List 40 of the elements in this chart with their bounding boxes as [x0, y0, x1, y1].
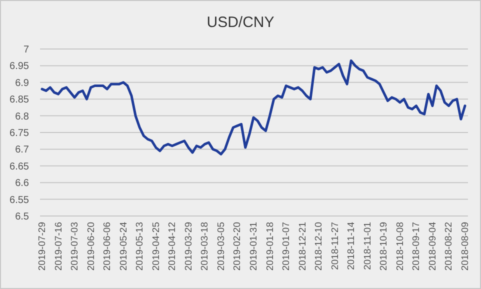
x-tick-label: 2018-11-01 [362, 222, 374, 270]
line-series [40, 59, 466, 156]
x-tick-label: 2018-09-04 [427, 222, 438, 271]
y-tick-label: 6.65 [10, 161, 30, 172]
x-tick-label: 2019-01-31 [248, 222, 260, 271]
y-tick-label: 6.7 [15, 144, 30, 156]
y-tick-label: 6.5 [15, 212, 30, 222]
x-tick-label: 2019-04-25 [150, 222, 162, 271]
y-tick-label: 6.9 [15, 78, 30, 89]
x-tick-label: 2019-01-18 [264, 222, 276, 271]
x-tick-label: 2018-08-09 [460, 222, 471, 271]
x-tick-label: 2019-07-29 [37, 222, 48, 271]
x-tick-label: 2019-05-24 [118, 222, 130, 271]
x-tick-label: 2019-07-16 [53, 222, 64, 271]
x-tick-label: 2019-02-20 [232, 222, 244, 271]
y-tick-label: 6.6 [15, 178, 30, 190]
x-tick-label: 2019-04-12 [167, 222, 178, 271]
x-tick-label: 2018-12-10 [314, 222, 325, 271]
y-tick-label: 6.8 [15, 111, 30, 122]
y-tick-label: 6.85 [10, 94, 30, 106]
x-tick-label: 2018-12-21 [297, 222, 308, 271]
x-tick-label: 2019-03-18 [200, 222, 211, 271]
y-tick-label: 7 [23, 44, 30, 56]
x-tick-label: 2019-01-07 [281, 222, 292, 271]
x-tick-label: 2018-10-08 [394, 222, 406, 271]
x-tick-label: 2018-08-22 [444, 222, 455, 271]
x-tick-label: 2018-10-19 [378, 222, 390, 271]
x-tick-label: 2018-09-17 [411, 222, 422, 271]
y-tick-label: 6.55 [10, 194, 30, 206]
x-tick-label: 2019-07-03 [70, 222, 81, 271]
x-tick-label: 2019-03-05 [216, 222, 227, 271]
x-tick-label: 2019-06-20 [86, 222, 97, 271]
x-tick-label: 2018-11-14 [346, 222, 358, 270]
x-tick-label: 2019-06-06 [102, 222, 114, 271]
chart-title: USD/CNY [206, 14, 274, 31]
x-tick-label: 2018-11-27 [330, 222, 341, 270]
x-tick-label: 2019-05-13 [134, 222, 146, 271]
y-tick-label: 6.95 [10, 61, 30, 72]
x-tick-label: 2019-03-29 [183, 222, 194, 271]
y-tick-label: 6.75 [10, 128, 30, 139]
